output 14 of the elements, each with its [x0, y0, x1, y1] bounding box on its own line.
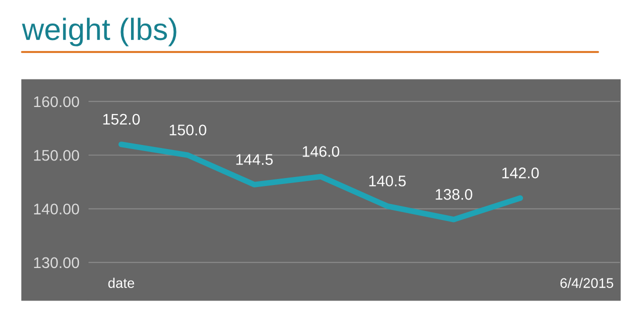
data-label: 138.0 — [436, 189, 472, 200]
y-tick-label: 160.00 — [34, 96, 80, 108]
x-tick-label: 6/4/2015 — [560, 278, 614, 288]
chart-title: weight (lbs) — [22, 18, 176, 46]
y-tick-label: 130.00 — [34, 257, 80, 268]
y-tick-label: 150.00 — [34, 150, 80, 161]
data-label: 150.0 — [170, 124, 206, 136]
data-label: 144.5 — [236, 154, 273, 165]
x-tick-label: date — [108, 278, 134, 288]
data-label: 146.0 — [302, 146, 340, 157]
data-label: 142.0 — [502, 168, 539, 178]
data-label: 152.0 — [103, 114, 140, 125]
data-label: 140.5 — [369, 176, 406, 186]
y-tick-label: 140.00 — [34, 204, 80, 214]
